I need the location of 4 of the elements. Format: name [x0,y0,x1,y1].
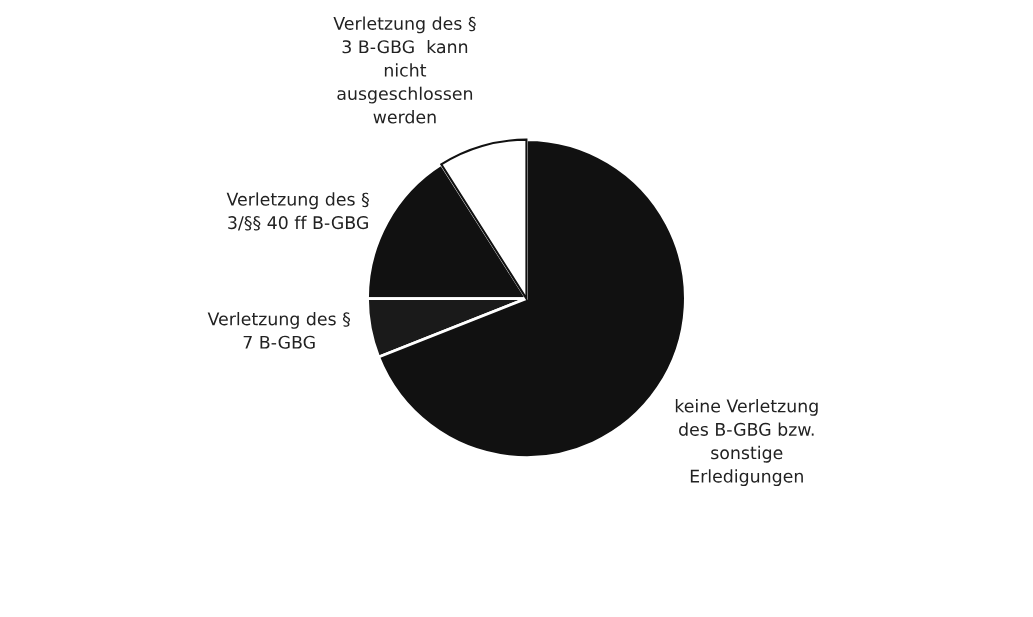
slice-label: Verletzung des § 3/§§ 40 ff B-GBG [226,192,369,231]
slice-label: Verletzung des § 7 B-GBG [207,311,351,349]
slice-label: Verletzung des § 3 B-GBG kann nicht ausgeschlossen werden [333,16,476,124]
slice-label: keine Verletzung des B-GBG bzw. sonstige Erledigungen [675,399,818,487]
